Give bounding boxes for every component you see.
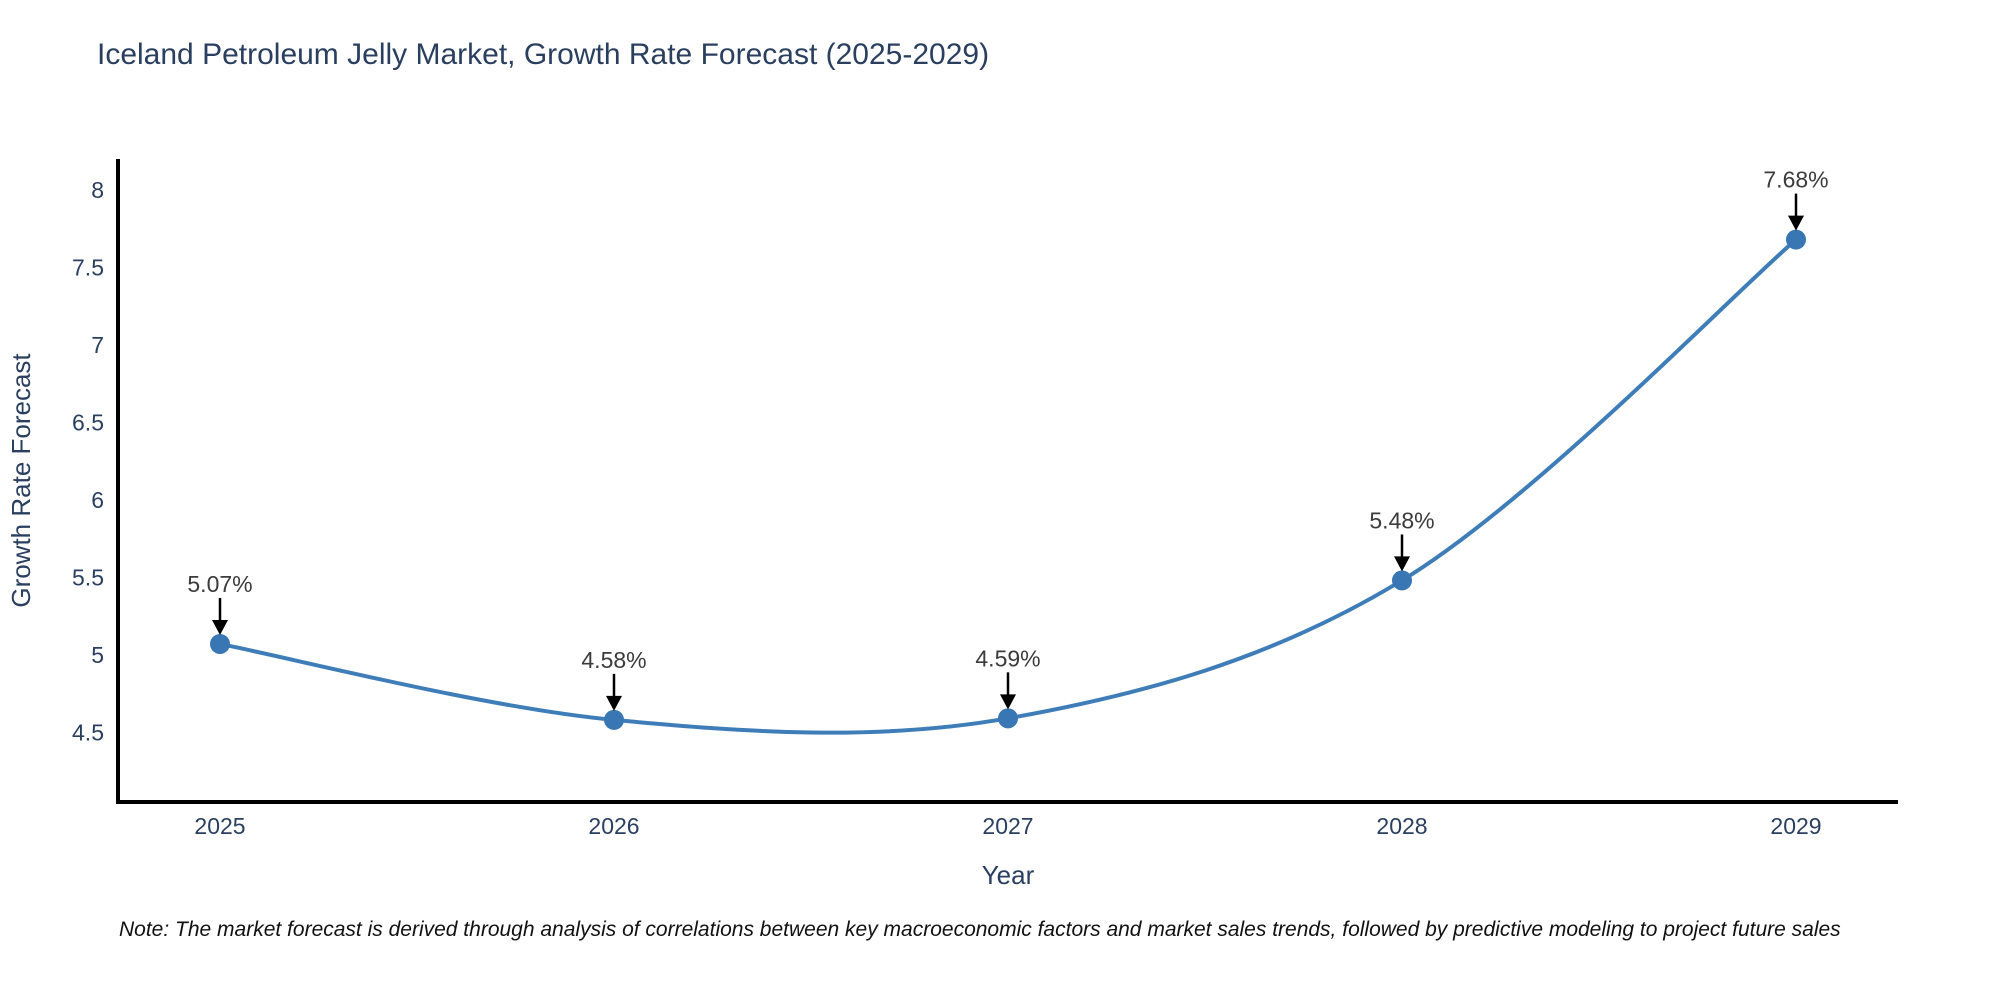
- y-tick-label: 6.5: [72, 409, 104, 435]
- data-point-marker[interactable]: [210, 633, 230, 654]
- data-point-marker[interactable]: [604, 709, 624, 730]
- chart-title: Iceland Petroleum Jelly Market, Growth R…: [97, 38, 990, 71]
- annotation-arrowhead: [1788, 215, 1804, 231]
- y-tick-label: 7.5: [72, 255, 104, 281]
- y-tick-label: 5: [91, 642, 104, 668]
- y-tick-label: 4.5: [72, 719, 104, 745]
- point-annotation-label: 5.07%: [187, 571, 252, 597]
- data-point-marker[interactable]: [998, 708, 1018, 729]
- x-tick-label: 2026: [588, 813, 639, 839]
- point-annotation-label: 4.59%: [975, 645, 1040, 671]
- y-axis-title: Growth Rate Forecast: [6, 353, 36, 608]
- x-tick-label: 2029: [1770, 813, 1821, 839]
- y-tick-label: 5.5: [72, 564, 104, 590]
- point-annotation-label: 7.68%: [1763, 167, 1828, 193]
- y-tick-label: 8: [91, 177, 104, 203]
- x-tick-label: 2027: [982, 813, 1033, 839]
- x-tick-label: 2028: [1376, 813, 1427, 839]
- methodology-note: Note: The market forecast is derived thr…: [119, 918, 1841, 941]
- data-point-marker[interactable]: [1786, 229, 1806, 250]
- data-point-marker[interactable]: [1392, 570, 1412, 591]
- x-tick-label: 2025: [194, 813, 245, 839]
- annotation-arrowhead: [1000, 694, 1016, 710]
- point-annotation-label: 5.48%: [1369, 507, 1434, 533]
- y-tick-label: 7: [91, 332, 104, 358]
- x-axis-title: Year: [982, 860, 1035, 890]
- annotation-arrowhead: [1394, 556, 1410, 572]
- annotation-arrowhead: [606, 695, 622, 711]
- y-tick-label: 6: [91, 487, 104, 513]
- point-annotation-label: 4.58%: [581, 647, 646, 673]
- annotation-arrowhead: [212, 619, 228, 635]
